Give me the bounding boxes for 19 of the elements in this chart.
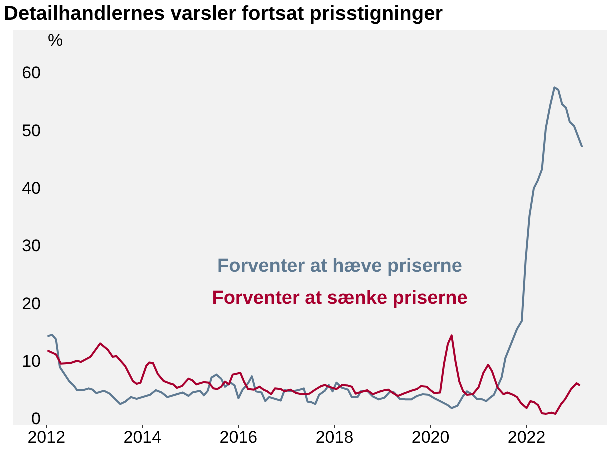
- series-label: Forventer at sænke priserne: [212, 288, 468, 309]
- y-tick-label: 30: [22, 236, 41, 256]
- y-tick-label: 60: [22, 64, 41, 83]
- text: Forventer at hæve priserne: [218, 256, 462, 277]
- x-tick-label: 2014: [124, 428, 162, 448]
- y-tick-label: 0: [32, 410, 41, 429]
- y-tick-label: 50: [22, 121, 41, 140]
- y-tick-label: 10: [22, 352, 41, 372]
- x-tick-label: 2018: [316, 428, 354, 448]
- y-axis-title: %: [48, 31, 64, 50]
- line-series: [48, 86, 584, 410]
- y-tick-label: 20: [22, 294, 41, 314]
- line-series: [48, 334, 581, 416]
- x-tick-label: 2022: [508, 428, 546, 448]
- x-tick-label: 2016: [220, 428, 258, 448]
- chart-title: Detailhandlernes varsler fortsat prisstigninger: [4, 3, 444, 25]
- x-tick-label: 2020: [412, 428, 450, 448]
- x-tick-label: 2012: [28, 428, 66, 448]
- y-tick-label: 40: [22, 179, 41, 198]
